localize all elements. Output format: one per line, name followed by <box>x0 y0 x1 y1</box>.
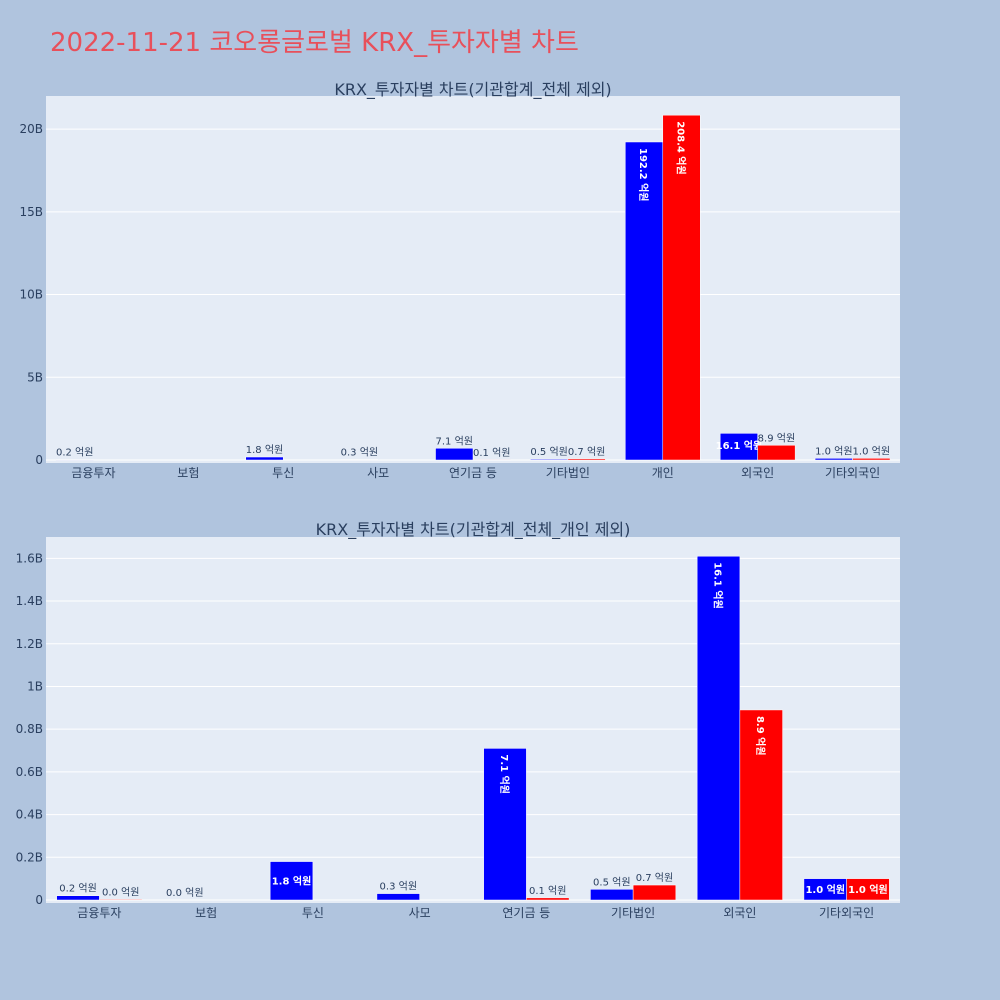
y-tick-label: 1.4B <box>16 594 43 608</box>
data-label: 0.7 억원 <box>636 872 673 884</box>
data-label: 1.8 억원 <box>272 874 312 887</box>
y-tick-label: 10B <box>19 288 43 302</box>
bar-sell <box>472 459 511 461</box>
bar-buy <box>590 889 634 901</box>
x-tick-label: 보험 <box>177 466 199 480</box>
data-label: 0.5 억원 <box>593 876 630 888</box>
y-tick-label: 20B <box>19 122 43 136</box>
data-label: 192.2 억원 <box>637 148 650 202</box>
y-tick-label: 0 <box>35 453 43 467</box>
y-tick-label: 0.6B <box>16 765 43 779</box>
data-label: 7.1 억원 <box>498 754 511 794</box>
x-tick-label: 개인 <box>652 466 674 480</box>
data-label: 0.3 억원 <box>380 881 417 893</box>
data-label: 0.0 억원 <box>102 886 139 898</box>
bar-buy <box>55 459 94 461</box>
x-tick-label: 기타외국인 <box>819 906 874 920</box>
bar-sell <box>526 897 570 901</box>
plot-area <box>46 96 900 463</box>
data-label: 1.0 억원 <box>853 445 890 457</box>
data-label: 1.0 억원 <box>815 445 852 457</box>
page-title: 2022-11-21 코오롱글로벌 KRX_투자자별 차트 <box>50 28 579 58</box>
data-label: 0.5 억원 <box>530 446 567 458</box>
bar-buy <box>56 895 100 901</box>
y-tick-label: 0.4B <box>16 808 43 822</box>
data-label: 208.4 억원 <box>675 121 688 175</box>
x-tick-label: 기타외국인 <box>825 466 880 480</box>
x-tick-label: 사모 <box>367 466 389 480</box>
x-tick-label: 기타법인 <box>611 906 655 920</box>
data-label: 0.7 억원 <box>568 446 605 458</box>
bar-sell <box>846 878 890 901</box>
data-label: 8.9 억원 <box>754 716 767 756</box>
x-tick-label: 투신 <box>302 906 324 920</box>
x-tick-label: 연기금 등 <box>502 906 550 920</box>
bar-sell <box>852 458 891 461</box>
bar-buy <box>340 459 379 461</box>
data-label: 1.8 억원 <box>246 444 283 456</box>
y-tick-label: 15B <box>19 205 43 219</box>
bar-sell <box>757 445 796 461</box>
y-tick-label: 5B <box>27 370 43 384</box>
bar-buy <box>625 141 664 461</box>
data-label: 0.0 억원 <box>166 887 203 899</box>
data-label: 16.1 억원 <box>716 439 763 452</box>
y-tick-label: 0 <box>35 893 43 907</box>
x-tick-label: 기타법인 <box>546 466 590 480</box>
data-label: 0.1 억원 <box>529 885 566 897</box>
data-label: 7.1 억원 <box>436 435 473 447</box>
y-tick-label: 1B <box>27 679 43 693</box>
y-tick-label: 0.8B <box>16 722 43 736</box>
data-label: 8.9 억원 <box>758 432 795 444</box>
bar-sell <box>662 114 701 461</box>
y-tick-label: 0.2B <box>16 850 43 864</box>
y-tick-label: 1.2B <box>16 637 43 651</box>
data-label: 0.1 억원 <box>473 447 510 459</box>
y-tick-label: 1.6B <box>16 551 43 565</box>
x-tick-label: 외국인 <box>723 906 756 920</box>
bar-buy <box>269 861 314 901</box>
chart-title: KRX_투자자별 차트(기관합계_전체_개인 제외) <box>316 520 631 540</box>
data-label: 0.2 억원 <box>56 447 93 459</box>
x-tick-label: 사모 <box>409 906 431 920</box>
bar-sell <box>632 884 677 901</box>
data-label: 1.0 억원 <box>805 883 845 896</box>
x-tick-label: 연기금 등 <box>449 466 497 480</box>
bar-sell <box>739 709 783 901</box>
x-tick-label: 금융투자 <box>71 466 115 480</box>
data-label: 0.2 억원 <box>59 883 96 895</box>
bar-sell <box>567 458 606 461</box>
data-label: 1.0 억원 <box>848 883 888 896</box>
data-label: 0.3 억원 <box>341 447 378 459</box>
bar-buy <box>483 748 527 901</box>
bar-sell <box>99 899 143 901</box>
bar-buy <box>245 456 284 461</box>
x-tick-label: 투신 <box>272 466 294 480</box>
chart-title: KRX_투자자별 차트(기관합계_전체 제외) <box>334 80 611 100</box>
chart-top: 0 5B 10B 15B 20B KRX_투자자별 차트(기관합계_전체 제외) 금융투자 0… <box>19 80 900 480</box>
bar-buy <box>435 448 474 461</box>
bar-buy <box>719 433 758 461</box>
x-tick-label: 보험 <box>195 906 217 920</box>
bar-buy <box>376 893 420 901</box>
x-tick-label: 외국인 <box>741 466 774 480</box>
x-tick-label: 금융투자 <box>77 906 121 920</box>
data-label: 16.1 억원 <box>712 562 725 609</box>
bar-buy <box>696 555 741 901</box>
